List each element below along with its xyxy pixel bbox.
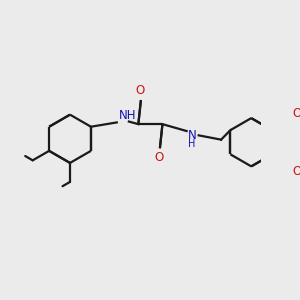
Text: H: H <box>188 139 196 149</box>
Text: NH: NH <box>119 109 137 122</box>
Text: N: N <box>188 129 197 142</box>
Text: O: O <box>154 151 164 164</box>
Text: O: O <box>292 107 300 120</box>
Text: O: O <box>292 165 300 178</box>
Text: O: O <box>135 84 145 98</box>
